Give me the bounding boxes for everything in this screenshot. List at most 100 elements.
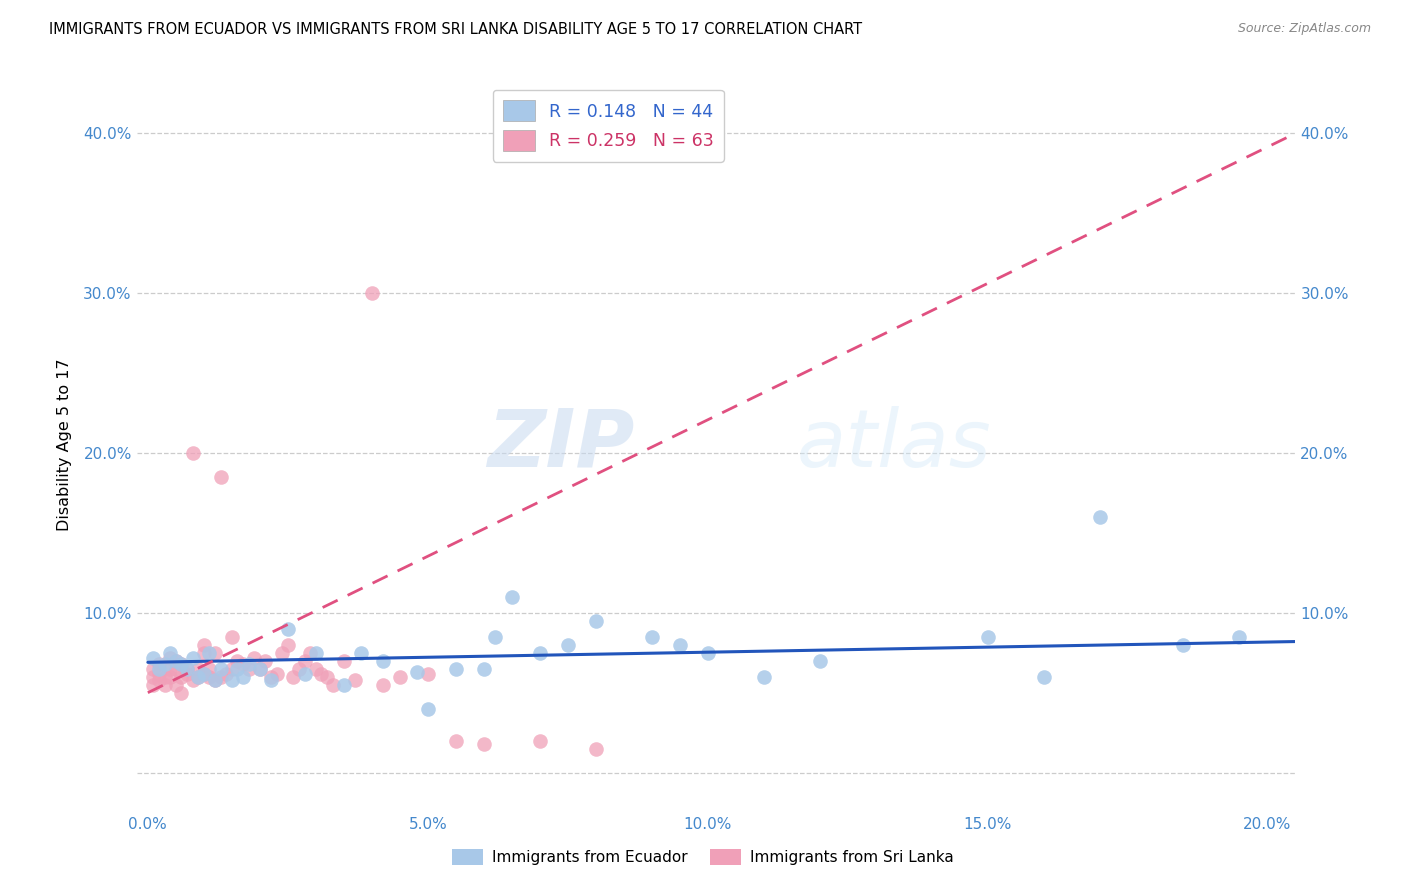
Point [266, 666, 288, 681]
Point [238, 662, 260, 676]
Point [416, 701, 439, 715]
Point [193, 638, 215, 652]
Point [529, 646, 551, 660]
Point [215, 666, 238, 681]
Point [311, 666, 333, 681]
Point [976, 630, 998, 644]
Point [305, 646, 328, 660]
Point [148, 673, 170, 687]
Point [187, 670, 209, 684]
Text: ZIP: ZIP [488, 406, 636, 484]
Legend: R = 0.148   N = 44, R = 0.259   N = 63: R = 0.148 N = 44, R = 0.259 N = 63 [494, 90, 724, 161]
Point [277, 638, 299, 652]
Point [193, 666, 215, 681]
Point [349, 646, 371, 660]
Point [260, 670, 283, 684]
Point [243, 650, 266, 665]
Point [226, 654, 249, 668]
Point [333, 678, 356, 692]
Point [170, 670, 193, 684]
Point [153, 670, 176, 684]
Point [187, 662, 209, 676]
Point [752, 670, 775, 684]
Point [299, 646, 322, 660]
Point [170, 686, 193, 700]
Point [142, 662, 165, 676]
Legend: Immigrants from Ecuador, Immigrants from Sri Lanka: Immigrants from Ecuador, Immigrants from… [446, 843, 960, 871]
Point [472, 662, 495, 676]
Point [288, 662, 311, 676]
Y-axis label: Disability Age 5 to 17: Disability Age 5 to 17 [58, 359, 72, 532]
Point [176, 662, 198, 676]
Point [696, 646, 718, 660]
Point [277, 622, 299, 636]
Point [360, 286, 382, 301]
Point [333, 654, 356, 668]
Point [159, 646, 181, 660]
Point [209, 662, 232, 676]
Point [221, 662, 243, 676]
Point [142, 678, 165, 692]
Point [148, 657, 170, 671]
Point [283, 670, 305, 684]
Point [529, 733, 551, 747]
Point [198, 662, 221, 676]
Point [142, 670, 165, 684]
Point [585, 614, 607, 628]
Point [1032, 670, 1054, 684]
Point [388, 670, 411, 684]
Point [193, 666, 215, 681]
Point [254, 654, 277, 668]
Point [198, 646, 221, 660]
Point [165, 654, 187, 668]
Point [557, 638, 579, 652]
Point [472, 737, 495, 751]
Point [187, 670, 209, 684]
Point [181, 650, 204, 665]
Text: IMMIGRANTS FROM ECUADOR VS IMMIGRANTS FROM SRI LANKA DISABILITY AGE 5 TO 17 CORR: IMMIGRANTS FROM ECUADOR VS IMMIGRANTS FR… [49, 22, 862, 37]
Point [294, 654, 316, 668]
Point [322, 678, 344, 692]
Point [444, 733, 467, 747]
Point [153, 657, 176, 671]
Point [226, 662, 249, 676]
Point [249, 662, 271, 676]
Point [165, 662, 187, 676]
Point [640, 630, 662, 644]
Point [176, 662, 198, 676]
Point [165, 654, 187, 668]
Point [484, 630, 506, 644]
Point [159, 650, 181, 665]
Point [204, 673, 226, 687]
Point [405, 665, 427, 679]
Point [181, 673, 204, 687]
Point [193, 646, 215, 660]
Point [238, 657, 260, 671]
Point [221, 673, 243, 687]
Text: atlas: atlas [797, 406, 991, 484]
Point [249, 662, 271, 676]
Point [204, 646, 226, 660]
Point [294, 666, 316, 681]
Point [176, 666, 198, 681]
Point [371, 654, 394, 668]
Point [271, 646, 294, 660]
Point [159, 670, 181, 684]
Point [209, 670, 232, 684]
Point [209, 470, 232, 484]
Point [153, 678, 176, 692]
Point [343, 673, 366, 687]
Point [198, 670, 221, 684]
Point [808, 654, 831, 668]
Point [204, 673, 226, 687]
Point [232, 657, 254, 671]
Point [181, 446, 204, 460]
Point [501, 590, 523, 604]
Point [668, 638, 690, 652]
Point [170, 657, 193, 671]
Point [585, 741, 607, 756]
Point [165, 678, 187, 692]
Point [1229, 630, 1251, 644]
Text: Source: ZipAtlas.com: Source: ZipAtlas.com [1237, 22, 1371, 36]
Point [1088, 509, 1111, 524]
